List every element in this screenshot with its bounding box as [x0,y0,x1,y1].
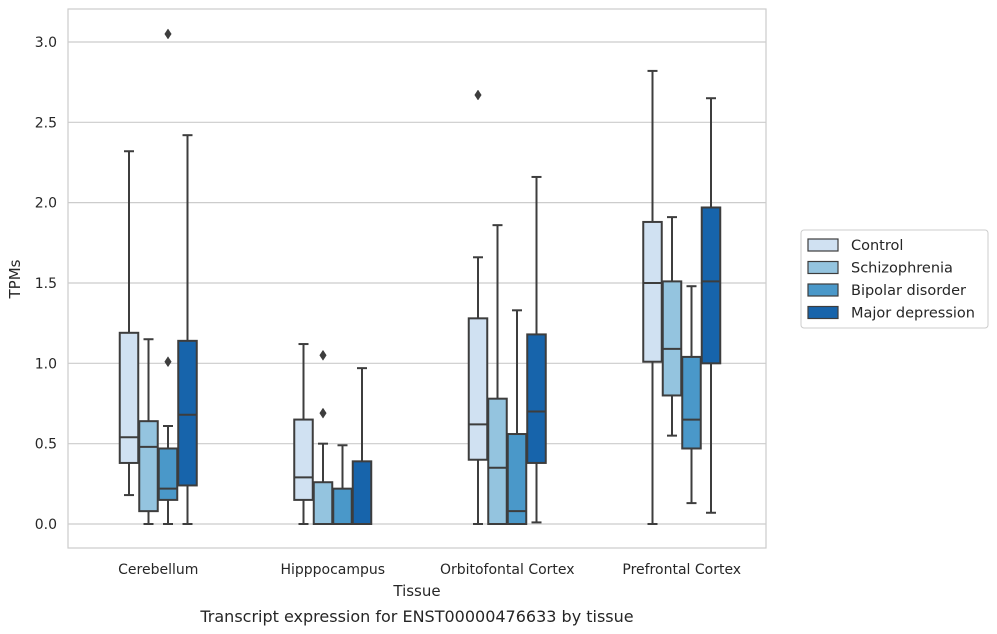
y-tick-labels: 0.0 0.5 1.0 1.5 2.0 2.5 3.0 [35,35,57,533]
box-series-layer [118,28,722,526]
iqr-box [700,206,722,365]
iqr-box [138,420,159,513]
y-tick-label: 0.5 [35,437,57,453]
box-control [293,343,314,525]
legend-swatch [807,305,839,320]
x-tick-label: Orbitofontal Cortex [440,562,575,578]
legend-label: Major depression [851,306,975,322]
box-major-depression [526,175,547,524]
plot-frame [67,8,767,549]
outlier-point [474,89,482,101]
iqr-box [661,280,683,397]
x-tick-labels: Cerebellum Hipppocampus Orbitofontal Corte… [118,562,741,578]
y-tick-label: 0.0 [35,517,57,533]
outlier-point [164,356,172,368]
y-tick-label: 1.0 [35,356,57,372]
box-bipolar-disorder [332,444,353,525]
chart-caption: Transcript expression for ENST0000047663… [199,607,633,626]
legend-swatch [807,283,839,297]
legend-swatch [807,260,839,275]
box-bipolar-disorder [681,285,702,505]
outlier-point [164,28,172,40]
y-axis-title: TPMs [6,259,24,299]
legend-frame [800,229,989,329]
outlier-point [319,349,327,361]
box-control [642,69,663,525]
iqr-box [642,220,663,363]
iqr-box [312,481,334,525]
x-tick-label: Hipppocampus [280,562,385,578]
outlier-point [319,407,327,419]
iqr-box [293,418,314,501]
box-control [118,150,140,497]
legend-label: Bipolar disorder [851,283,966,299]
box-bipolar-disorder [506,309,528,526]
legend-swatch [807,238,839,252]
iqr-box [118,331,140,464]
iqr-box [332,487,353,525]
box-major-depression [351,367,373,526]
legend-label: Schizophrenia [851,261,953,277]
iqr-box [506,433,528,526]
y-tick-label: 3.0 [35,35,57,51]
legend: Control Schizophrenia Bipolar disorder Majo… [800,229,989,329]
iqr-box [467,317,489,461]
iqr-box [177,339,198,487]
legend-label: Control [851,238,903,254]
box-schizophrenia [661,216,683,437]
box-schizophrenia [312,349,334,525]
y-tick-label: 2.0 [35,196,57,212]
x-axis-title: Tissue [392,582,440,600]
y-tick-label: 1.5 [35,276,57,292]
box-bipolar-disorder [157,28,179,525]
iqr-box [351,460,373,526]
y-tick-label: 2.5 [35,115,57,131]
x-tick-label: Cerebellum [118,562,198,578]
iqr-box [487,397,508,525]
box-schizophrenia [487,224,508,525]
box-schizophrenia [138,338,159,525]
iqr-box [157,447,179,501]
x-tick-label: Prefrontal Cortex [622,562,741,578]
box-major-depression [700,97,722,514]
box-control [467,89,489,525]
iqr-box [681,355,702,450]
box-major-depression [177,134,198,525]
iqr-box [526,333,547,464]
